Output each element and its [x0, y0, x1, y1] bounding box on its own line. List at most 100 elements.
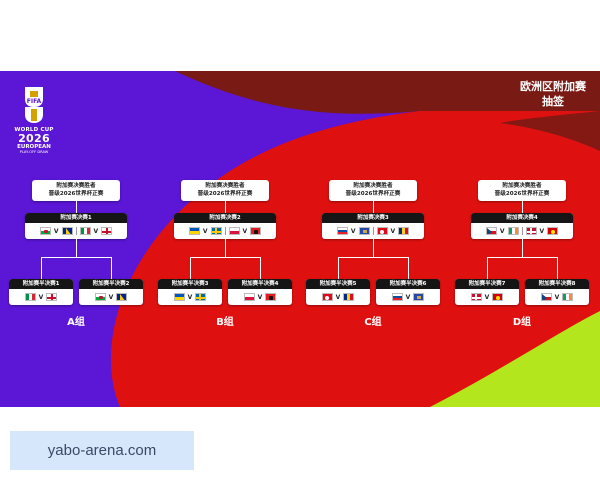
playoff-semifinal-label: 附加赛半决赛3	[158, 279, 222, 289]
flag-sweden-icon	[195, 293, 207, 301]
playoff-semifinal-label: 附加赛半决赛4	[228, 279, 292, 289]
vs-label: V	[202, 227, 208, 235]
group-label: D组	[512, 317, 532, 328]
logo-year: 2026	[18, 132, 50, 145]
playoff-final-box: 附加赛决赛4 V V	[471, 213, 573, 239]
flag-ukraine-icon	[188, 227, 200, 235]
logo-playoff-draw: PLAY-OFF DRAW	[19, 150, 49, 154]
flag-italy-icon	[24, 293, 36, 301]
flag-bosnia-icon	[116, 293, 128, 301]
playoff-semifinal-box: 附加赛半决赛8 V	[525, 279, 589, 305]
winner-line-1: 附加赛决赛胜者	[205, 183, 245, 189]
flag-kosovo-icon	[413, 293, 425, 301]
watermark: yabo-arena.com	[10, 431, 194, 470]
connector-line	[338, 257, 409, 258]
winner-box: 附加赛决赛胜者晋级2026世界杯正赛	[32, 180, 120, 201]
flag-wales-icon	[39, 227, 51, 235]
playoff-semifinal-label: 附加赛半决赛5	[306, 279, 370, 289]
winner-line-2: 晋级2026世界杯正赛	[48, 191, 104, 197]
vs-label: V	[257, 293, 263, 301]
playoff-semifinal-box: 附加赛半决赛4 V	[228, 279, 292, 305]
draw-banner: FIFA WORLD CUP 2026 EUROPEAN PLAY-OFF DR…	[0, 71, 600, 407]
winner-line-2: 晋级2026世界杯正赛	[345, 191, 401, 197]
connector-line	[408, 257, 409, 279]
group-label: A组	[67, 317, 85, 328]
flag-turkiye-icon	[321, 293, 333, 301]
logo-world-cup: WORLD CUP	[14, 127, 54, 133]
title-line-2: 抽签	[542, 95, 564, 108]
flag-sweden-icon	[210, 227, 222, 235]
flag-ukraine-icon	[173, 293, 185, 301]
vs-label: V	[484, 293, 490, 301]
winner-line-2: 晋级2026世界杯正赛	[494, 191, 550, 197]
flag-czechia-icon	[540, 293, 552, 301]
playoff-semifinal-teams: V	[9, 289, 73, 305]
winner-box: 附加赛决赛胜者晋级2026世界杯正赛	[181, 180, 269, 201]
playoff-semifinal-teams: V	[525, 289, 589, 305]
playoff-semifinal-label: 附加赛半决赛2	[79, 279, 143, 289]
connector-line	[373, 239, 374, 257]
playoff-semifinal-teams: V	[158, 289, 222, 305]
flag-slovakia-icon	[391, 293, 403, 301]
playoff-final-box: 附加赛决赛3 V V	[322, 213, 424, 239]
vs-label: V	[405, 293, 411, 301]
fifa-wordmark: FIFA	[27, 98, 42, 105]
winner-line-2: 晋级2026世界杯正赛	[197, 191, 253, 197]
playoff-semifinal-box: 附加赛半决赛7 V	[455, 279, 519, 305]
flag-poland-icon	[243, 293, 255, 301]
connector-line	[190, 257, 191, 279]
playoff-semifinal-teams: V	[306, 289, 370, 305]
connector-line	[260, 257, 261, 279]
page-title: 欧洲区附加赛 抽签	[520, 79, 586, 109]
connector-line	[76, 239, 77, 257]
flag-albania-icon	[265, 293, 277, 301]
vs-label: V	[242, 227, 248, 235]
vs-label: V	[390, 227, 396, 235]
connector-line	[338, 257, 339, 279]
connector-line	[522, 239, 523, 257]
connector-line	[225, 239, 226, 257]
trophy-icon: FIFA	[25, 87, 43, 123]
flag-north-macedonia-icon	[547, 227, 559, 235]
playoff-semifinal-teams: V	[376, 289, 440, 305]
vs-label: V	[499, 227, 505, 235]
fifa-logo: FIFA WORLD CUP 2026 EUROPEAN PLAY-OFF DR…	[10, 85, 58, 155]
background-shapes	[0, 71, 600, 407]
divider	[521, 227, 523, 235]
playoff-semifinal-box: 附加赛半决赛3 V	[158, 279, 222, 305]
flag-ireland-icon	[562, 293, 574, 301]
playoff-semifinal-label: 附加赛半决赛1	[9, 279, 73, 289]
connector-line	[487, 257, 558, 258]
connector-line	[76, 201, 77, 213]
connector-line	[190, 257, 261, 258]
playoff-semifinal-teams: V	[455, 289, 519, 305]
playoff-final-label: 附加赛决赛2	[174, 213, 276, 223]
flag-italy-icon	[79, 227, 91, 235]
title-line-1: 欧洲区附加赛	[520, 80, 586, 93]
flag-slovakia-icon	[336, 227, 348, 235]
connector-line	[41, 257, 112, 258]
playoff-semifinal-label: 附加赛半决赛7	[455, 279, 519, 289]
connector-line	[487, 257, 488, 279]
playoff-semifinal-box: 附加赛半决赛6 V	[376, 279, 440, 305]
connector-line	[522, 201, 523, 213]
playoff-semifinal-box: 附加赛半决赛5 V	[306, 279, 370, 305]
flag-bosnia-icon	[61, 227, 73, 235]
winner-box: 附加赛决赛胜者 晋级2026世界杯正赛	[478, 180, 566, 201]
winner-box: 附加赛决赛胜者 晋级2026世界杯正赛	[329, 180, 417, 201]
vs-label: V	[335, 293, 341, 301]
vs-label: V	[187, 293, 193, 301]
flag-northern-ireland-icon	[46, 293, 58, 301]
playoff-semifinal-box: 附加赛半决赛1 V	[9, 279, 73, 305]
vs-label: V	[38, 293, 44, 301]
flag-north-macedonia-icon	[492, 293, 504, 301]
playoff-final-box: 附加赛决赛2 V V	[174, 213, 276, 239]
winner-line-1: 附加赛决赛胜者	[56, 183, 96, 189]
playoff-semifinal-teams: V	[79, 289, 143, 305]
playoff-semifinal-box: 附加赛半决赛2 V	[79, 279, 143, 305]
vs-label: V	[93, 227, 99, 235]
divider	[224, 227, 226, 235]
